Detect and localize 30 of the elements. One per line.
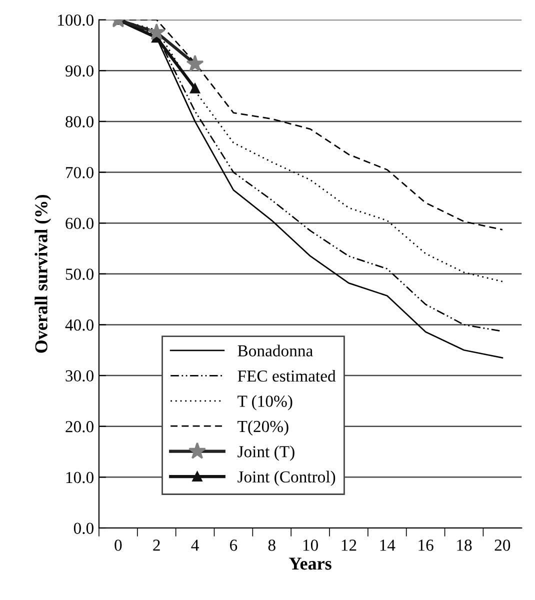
y-tick-label: 50.0 [66,268,94,280]
x-tick-label: 20 [494,540,510,551]
y-tick-label: 0.0 [74,522,94,534]
x-tick-label: 6 [230,540,238,551]
legend-label: T(20%) [238,420,288,436]
x-tick-label: 14 [380,540,396,551]
legend-label: Joint (Control) [238,470,336,486]
legend-label: FEC estimated [238,370,336,382]
y-tick-label: 80.0 [66,116,94,128]
x-tick-label: 12 [342,540,356,551]
y-tick-label: 20.0 [66,421,94,432]
legend-label: Joint (T) [238,446,294,461]
x-tick-label: 4 [191,540,199,551]
y-tick-label: 60.0 [66,218,94,230]
x-axis-title: Years [289,558,332,570]
y-tick-label: 70.0 [66,166,94,178]
x-tick-label: 10 [303,540,318,551]
x-tick-label: 18 [457,540,472,551]
y-tick-label: 10.0 [66,472,94,484]
x-tick-label: 8 [268,540,276,551]
x-tick-label: 2 [153,540,160,551]
y-axis-title: Overall survival (%) [34,194,52,353]
y-tick-label: 40.0 [65,319,94,331]
y-tick-label: 90.0 [65,65,94,77]
y-tick-label: 100.0 [58,14,94,26]
legend-label: Bonadonna [238,344,313,356]
y-tick-label: 30.0 [66,370,94,382]
legend-label: T (10%) [238,395,292,410]
x-tick-label: 0 [114,540,122,551]
x-tick-label: 16 [418,540,434,551]
